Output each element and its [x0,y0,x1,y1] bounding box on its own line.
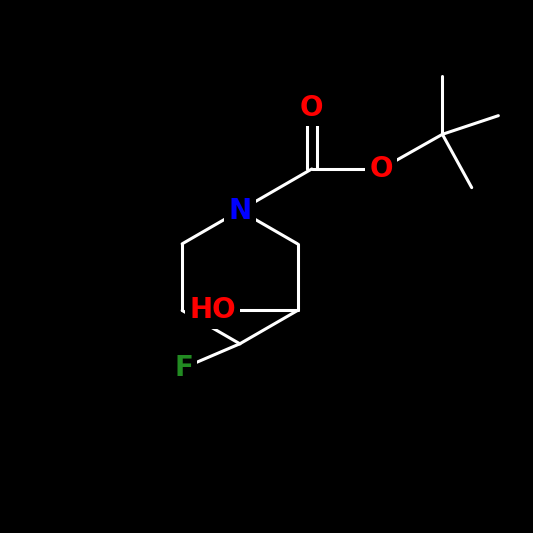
Text: F: F [174,354,193,382]
Text: O: O [300,94,324,122]
Text: N: N [228,197,252,224]
Text: HO: HO [190,296,236,325]
Text: O: O [369,155,393,183]
